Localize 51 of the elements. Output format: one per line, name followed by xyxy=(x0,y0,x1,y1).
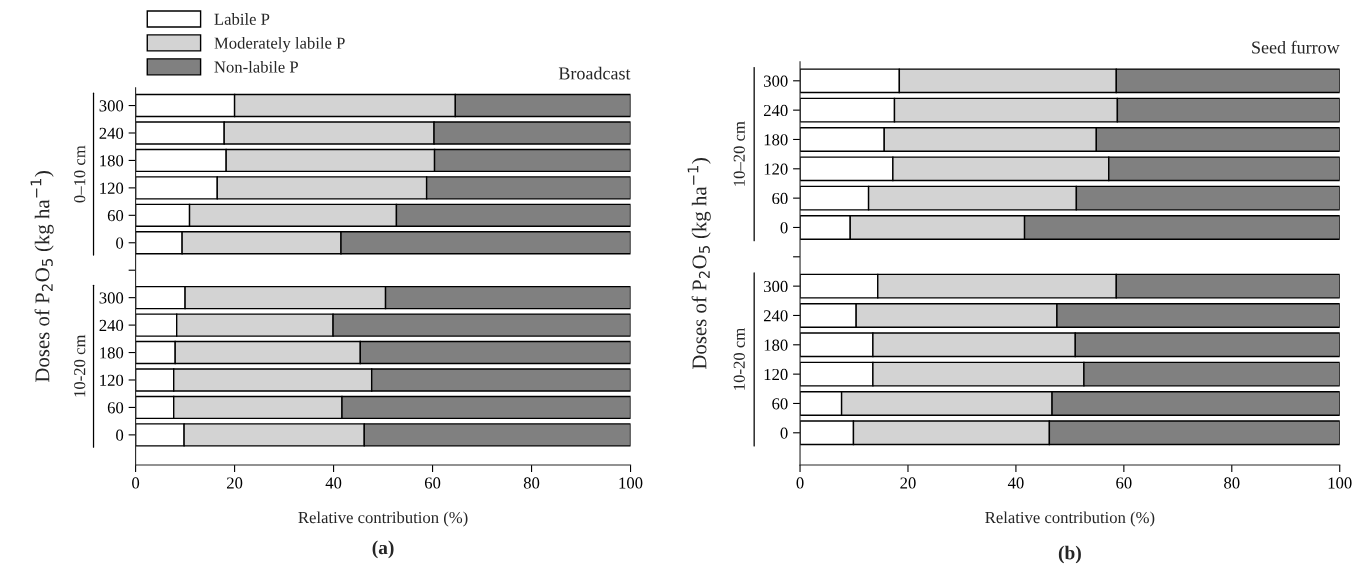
y-tick-label: 240 xyxy=(763,104,788,117)
y-tick-label: 180 xyxy=(764,134,788,146)
x-tick-label: 80 xyxy=(523,477,540,489)
text: 10–20 cm xyxy=(733,121,745,186)
legend-label: Moderately labile P xyxy=(214,36,345,53)
y-tick-label: 300 xyxy=(99,292,124,304)
y-tick-label: 300 xyxy=(99,100,124,112)
x-tick-label: 40 xyxy=(1007,477,1024,489)
x-tick-label: 60 xyxy=(424,477,441,489)
y-tick-label: 240 xyxy=(99,319,124,332)
y-tick-label: 60 xyxy=(107,210,124,222)
x-tick-label: 100 xyxy=(1328,477,1352,489)
x-tick-label: 80 xyxy=(1224,477,1240,489)
y-tick-label: 60 xyxy=(772,398,788,410)
x-axis-title: Relative contribution (%) xyxy=(298,511,468,527)
y-tick-label: 60 xyxy=(772,192,788,205)
x-tick-label: 20 xyxy=(226,477,243,489)
y-tick-label: 0 xyxy=(116,237,124,249)
y-axis-title: Doses of P$_{2}$O$_{5}$ (kg ha$^{−1}$) xyxy=(687,158,711,370)
y-tick-label: 0 xyxy=(116,429,124,441)
y-tick-label: 180 xyxy=(764,339,788,351)
y-tick-label: 120 xyxy=(100,374,124,386)
text: (b) xyxy=(1058,545,1081,564)
y-tick-label: 240 xyxy=(763,310,788,322)
x-tick-label: 0 xyxy=(132,477,140,489)
y-tick-label: 0 xyxy=(780,427,788,439)
y-tick-label: 300 xyxy=(764,75,788,87)
y-tick-label: 120 xyxy=(764,163,788,175)
text: 10-20 cm xyxy=(74,334,86,397)
text: (a) xyxy=(372,540,394,559)
legend-label: Labile P xyxy=(214,13,270,25)
x-tick-label: 40 xyxy=(325,477,342,489)
chart-title: Seed furrow xyxy=(1252,40,1340,54)
x-tick-label: 100 xyxy=(619,477,643,489)
chart-title: Broadcast xyxy=(558,66,631,80)
text: 10-20 cm xyxy=(733,328,745,390)
legend-label: Non-labile P xyxy=(214,60,298,73)
y-tick-label: 180 xyxy=(100,347,124,359)
y-tick-label: 180 xyxy=(100,155,124,167)
x-tick-label: 0 xyxy=(796,477,804,489)
y-tick-label: 60 xyxy=(107,402,124,414)
y-tick-label: 120 xyxy=(100,182,124,194)
y-axis-title: Doses of P$_{2}$O$_{5}$ (kg ha$^{−1}$) xyxy=(30,171,54,383)
y-tick-label: 0 xyxy=(780,222,788,234)
x-tick-label: 60 xyxy=(1116,477,1132,489)
x-tick-label: 20 xyxy=(900,477,916,489)
y-tick-label: 120 xyxy=(764,368,788,381)
text: 0–10 cm xyxy=(74,145,86,203)
y-tick-label: 240 xyxy=(99,127,124,139)
x-axis-title: Relative contribution (%) xyxy=(985,511,1155,527)
y-tick-label: 300 xyxy=(764,280,788,293)
